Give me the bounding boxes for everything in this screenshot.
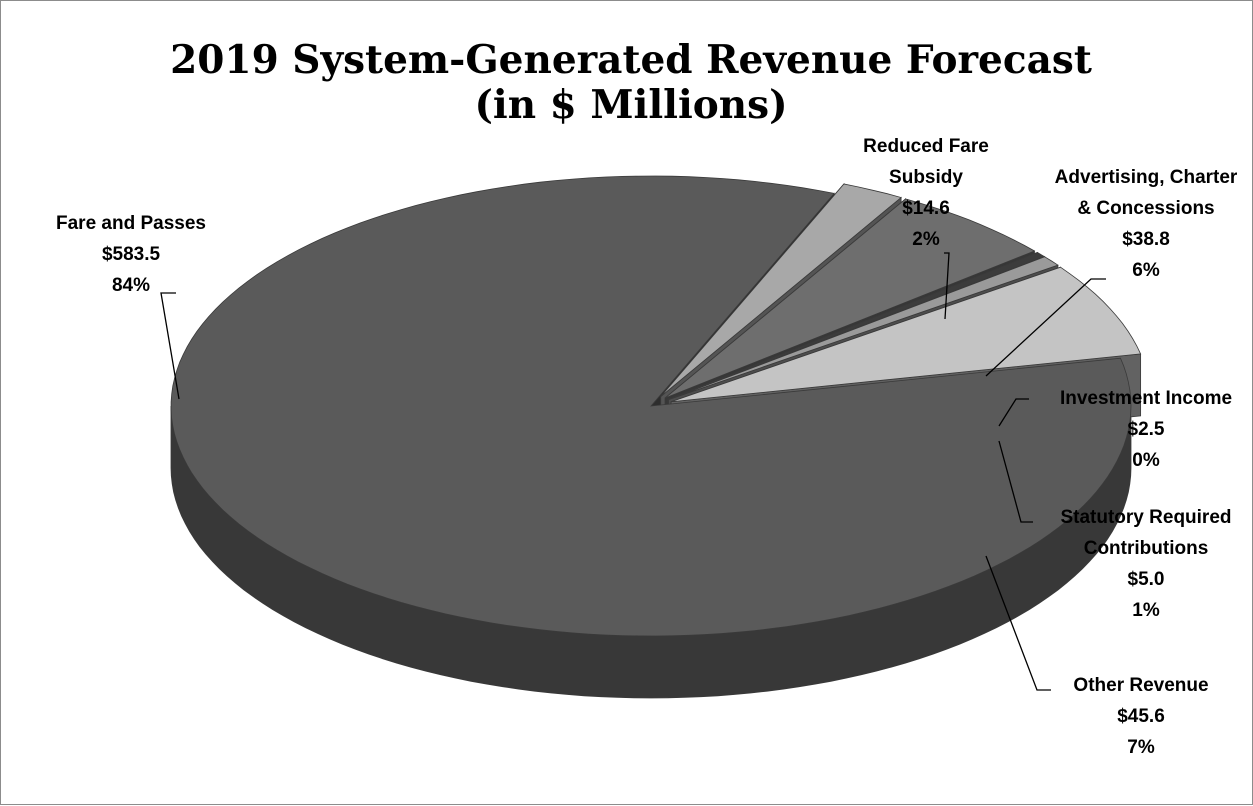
slice-investment-income bbox=[667, 251, 1046, 400]
leader-line-statutory-required-contributions bbox=[998, 440, 1033, 523]
label-other-revenue-category: Other Revenue bbox=[1073, 675, 1208, 696]
label-fare-and-passes-value: $583.5 bbox=[102, 244, 161, 265]
label-statutory-required-contributions-category: Statutory Required bbox=[1060, 507, 1231, 528]
label-reduced-fare-subsidy-category: Subsidy bbox=[889, 167, 963, 188]
label-fare-and-passes-category: Fare and Passes bbox=[56, 213, 206, 234]
label-investment-income-value: $2.5 bbox=[1128, 419, 1165, 440]
label-advertising-charter-concessions-value: $38.8 bbox=[1122, 229, 1170, 250]
label-investment-income-percent: 0% bbox=[1132, 450, 1160, 471]
label-statutory-required-contributions: Statutory Required Contributions $5.0 1% bbox=[1060, 507, 1231, 621]
label-advertising-charter-concessions: Advertising, Charter & Concessions $38.8 6% bbox=[1055, 167, 1238, 281]
label-reduced-fare-subsidy: Reduced Fare Subsidy $14.6 2% bbox=[863, 136, 989, 250]
slice-reduced-fare-subsidy bbox=[660, 183, 902, 397]
label-reduced-fare-subsidy-percent: 2% bbox=[912, 229, 940, 250]
leader-line-other-revenue bbox=[985, 555, 1051, 691]
label-advertising-charter-concessions-category: Advertising, Charter bbox=[1055, 167, 1238, 188]
label-statutory-required-contributions-percent: 1% bbox=[1132, 600, 1160, 621]
label-advertising-charter-concessions-percent: 6% bbox=[1132, 260, 1160, 281]
label-advertising-charter-concessions-category: & Concessions bbox=[1077, 198, 1214, 219]
label-investment-income: Investment Income $2.5 0% bbox=[1060, 388, 1232, 471]
chart-title: 2019 System-Generated Revenue Forecast bbox=[170, 37, 1092, 83]
label-reduced-fare-subsidy-value: $14.6 bbox=[902, 198, 950, 219]
slice-other-revenue bbox=[670, 266, 1142, 403]
label-other-revenue: Other Revenue $45.6 7% bbox=[1073, 675, 1208, 758]
leader-line-advertising-charter-concessions bbox=[985, 278, 1106, 377]
chart-subtitle: (in $ Millions) bbox=[474, 82, 787, 128]
data-labels: Fare and Passes $583.5 84% Reduced Fare Subs… bbox=[56, 136, 1238, 758]
label-other-revenue-value: $45.6 bbox=[1117, 706, 1165, 727]
slice-fare-and-passes bbox=[170, 175, 1132, 637]
label-fare-and-passes: Fare and Passes $583.5 84% bbox=[56, 213, 206, 296]
label-investment-income-category: Investment Income bbox=[1060, 388, 1232, 409]
leader-line-fare-and-passes bbox=[160, 292, 180, 400]
label-fare-and-passes-percent: 84% bbox=[112, 275, 150, 296]
slice-advertising-charter-concessions bbox=[664, 198, 1036, 399]
label-reduced-fare-subsidy-category: Reduced Fare bbox=[863, 136, 989, 157]
slice-statutory-required-contributions bbox=[668, 256, 1059, 401]
leader-line-reduced-fare-subsidy bbox=[944, 252, 950, 320]
label-other-revenue-percent: 7% bbox=[1127, 737, 1155, 758]
label-statutory-required-contributions-category: Contributions bbox=[1084, 538, 1209, 559]
pie-slices bbox=[170, 175, 1142, 699]
label-statutory-required-contributions-value: $5.0 bbox=[1128, 569, 1165, 590]
leader-line-investment-income bbox=[998, 398, 1029, 427]
